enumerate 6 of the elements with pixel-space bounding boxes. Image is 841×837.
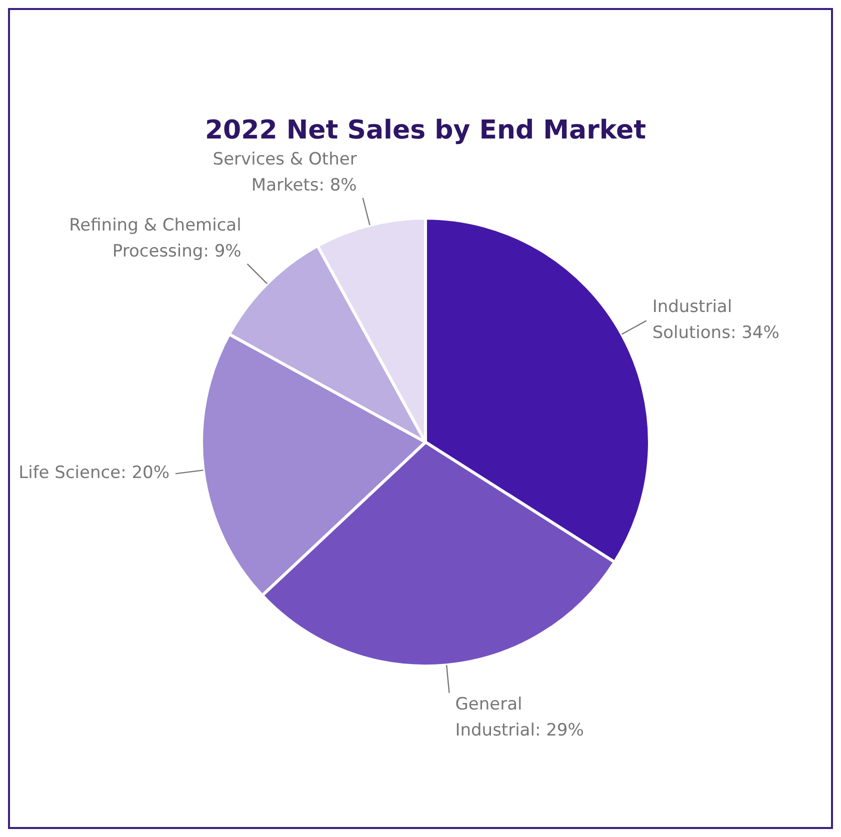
slice-label: Refining & Chemical Processing: 9% <box>69 215 242 262</box>
chart-title: 2022 Net Sales by End Market <box>204 115 646 146</box>
slice-label: Life Science: 20% <box>18 463 170 484</box>
slice-label: Services & Other Markets: 8% <box>212 149 357 196</box>
slice-label: General Industrial: 29% <box>455 694 584 740</box>
slice-label: Industrial Solutions: 34% <box>652 297 780 344</box>
